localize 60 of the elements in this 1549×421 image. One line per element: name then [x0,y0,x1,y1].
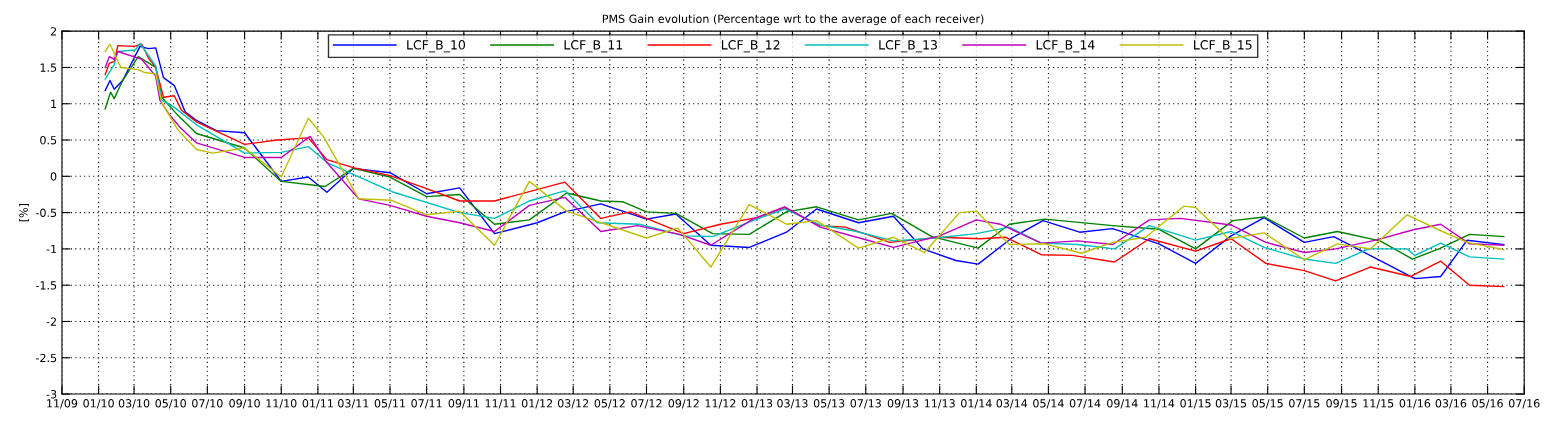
y-tick-label: -1.5 [35,281,57,290]
x-tick-label: 01/15 [1180,399,1211,409]
x-tick-label: 11/09 [47,399,78,409]
x-tick-label: 11/11 [485,399,516,409]
x-tick-label: 05/14 [1033,399,1064,409]
legend-label: LCF_B_10 [407,40,466,53]
x-tick-label: 09/12 [668,399,699,409]
y-tick-label: 0 [50,172,57,181]
x-tick-label: 01/14 [961,399,992,409]
x-tick-label: 05/11 [374,399,405,409]
x-tick-label: 07/15 [1289,399,1320,409]
y-tick-label: 1.5 [40,63,57,72]
y-tick-label: 1 [51,99,57,108]
x-tick-label: 11/15 [1363,399,1394,409]
x-tick-label: 07/14 [1069,399,1101,409]
x-tick-label: 11/12 [705,399,736,409]
y-tick-label: -2.5 [35,353,57,363]
y-tick-label: 0.5 [40,136,57,145]
x-tick-label: 11/10 [266,399,297,409]
x-tick-label: 09/10 [229,399,260,409]
x-tick-label: 07/16 [1508,399,1540,409]
chart-title: PMS Gain evolution (Percentage wrt to the average of each receiver) [602,14,984,26]
y-tick-label: -3 [46,390,57,399]
y-tick-label: 2 [50,27,56,36]
legend-label: LCF_B_14 [1036,40,1095,53]
x-tick-label: 05/12 [594,399,625,409]
x-tick-label: 03/13 [777,399,808,409]
y-tick-label: -0.5 [35,208,57,217]
x-tick-label: 01/12 [521,399,553,409]
x-tick-label: 03/14 [996,399,1028,409]
x-tick-label: 03/11 [338,399,369,409]
legend-label: LCF_B_13 [879,40,937,53]
x-tick-label: 05/10 [155,399,186,409]
x-tick-label: 03/16 [1435,399,1467,409]
x-tick-label: 01/16 [1399,399,1431,409]
x-tick-label: 03/10 [118,399,150,409]
x-tick-label: 01/10 [83,399,114,409]
x-tick-label: 05/13 [813,399,845,409]
legend-label: LCF_B_15 [1194,40,1252,53]
y-tick-label: -2 [46,317,56,326]
x-tick-label: 09/14 [1107,399,1138,409]
x-tick-label: 09/15 [1326,399,1357,409]
x-tick-label: 11/13 [924,399,955,409]
x-tick-label: 03/15 [1215,399,1247,409]
x-tick-label: 11/14 [1144,399,1175,409]
x-tick-label: 09/13 [887,399,919,409]
x-tick-label: 01/13 [741,399,773,409]
x-tick-label: 09/11 [448,399,479,409]
x-tick-label: 07/13 [850,399,881,409]
x-tick-label: 05/16 [1472,399,1503,409]
x-tick-label: 03/12 [557,399,589,409]
x-tick-label: 07/11 [411,399,442,409]
x-tick-label: 05/15 [1252,399,1283,409]
y-axis-title: [%] [19,203,30,222]
x-tick-label: 07/12 [631,399,662,409]
y-tick-label: -1 [46,245,57,254]
x-tick-label: 07/10 [192,399,223,409]
legend-label: LCF_B_11 [564,40,623,53]
legend-label: LCF_B_12 [721,40,780,53]
x-tick-label: 01/11 [302,399,333,409]
